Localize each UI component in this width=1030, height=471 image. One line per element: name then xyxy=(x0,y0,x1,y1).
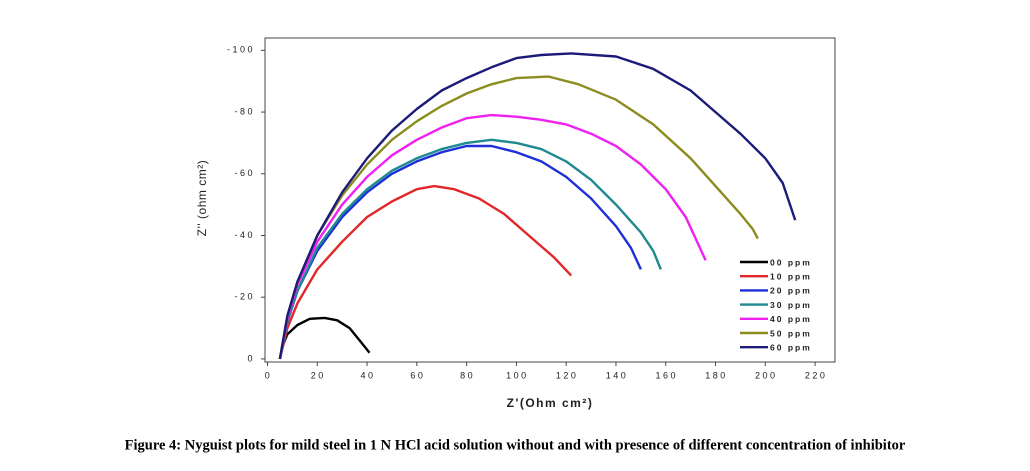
plot-frame xyxy=(264,37,836,363)
x-tick-label: 20 xyxy=(311,370,326,380)
y-tick-label: -80 xyxy=(234,106,255,116)
x-tick-label: 60 xyxy=(410,370,425,380)
legend-label: 10 ppm xyxy=(770,271,812,281)
x-tick-label: 160 xyxy=(655,370,678,380)
legend-label: 00 ppm xyxy=(770,257,812,267)
legend-label: 40 ppm xyxy=(770,314,812,324)
x-tick-label: 80 xyxy=(460,370,475,380)
x-tick-label: 100 xyxy=(506,370,529,380)
x-tick-label: 200 xyxy=(755,370,778,380)
y-tick-label: -20 xyxy=(234,292,255,302)
series-line xyxy=(278,138,662,360)
y-tick-label: -60 xyxy=(234,168,255,178)
x-tick-label: 180 xyxy=(705,370,728,380)
series-line xyxy=(278,316,371,360)
x-tick-label: 0 xyxy=(265,370,273,380)
series-line xyxy=(278,113,707,360)
caption: Figure 4: Nyguist plots for mild steel i… xyxy=(125,437,906,453)
x-tick-label: 140 xyxy=(606,370,629,380)
x-tick-label: 220 xyxy=(805,370,828,380)
x-tick-label: 40 xyxy=(361,370,376,380)
y-tick-label: 0 xyxy=(247,353,255,363)
y-axis-label: Z'' (ohm cm²) xyxy=(195,160,209,236)
legend-label: 30 ppm xyxy=(770,300,812,310)
legend-label: 50 ppm xyxy=(770,328,812,338)
y-tick-label: -40 xyxy=(234,230,255,240)
legend-label: 20 ppm xyxy=(770,286,812,296)
x-axis-label: Z'(Ohm cm²) xyxy=(507,396,594,410)
x-tick-label: 120 xyxy=(556,370,579,380)
series-line xyxy=(278,52,797,360)
y-tick-label: -100 xyxy=(227,45,255,55)
series-line xyxy=(278,184,573,360)
legend-label: 60 ppm xyxy=(770,342,812,352)
